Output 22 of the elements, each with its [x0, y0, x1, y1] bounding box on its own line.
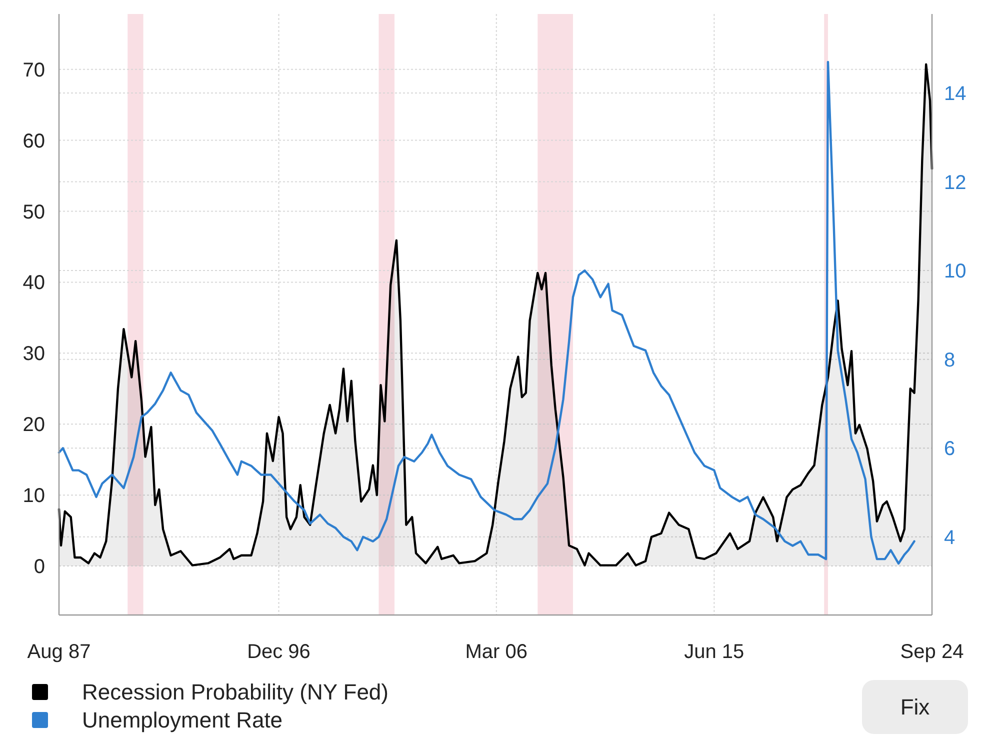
y-tick-label: 30 [22, 343, 45, 366]
legend-label: Unemployment Rate [82, 708, 283, 733]
x-tick-label: Mar 06 [465, 641, 528, 663]
legend-label: Recession Probability (NY Fed) [82, 680, 388, 705]
fix-button: Fix [862, 680, 968, 734]
y-tick-label: 60 [22, 130, 45, 152]
y2-tick-label: 10 [944, 260, 966, 283]
x-tick-label: Dec 96 [247, 641, 310, 663]
y-tick-label: 50 [22, 201, 45, 224]
y2-tick-label: 12 [944, 172, 966, 194]
y-tick-label: 10 [22, 485, 45, 508]
y-tick-label: 70 [22, 59, 45, 82]
y-tick-label: 40 [22, 272, 45, 294]
y2-tick-label: 14 [944, 83, 966, 106]
x-tick-label: Aug 87 [27, 641, 91, 663]
y-tick-label: 20 [22, 414, 45, 436]
y-tick-label: 0 [34, 556, 45, 578]
x-tick-label: Sep 24 [900, 641, 964, 663]
x-tick-label: Jun 15 [684, 641, 744, 663]
y2-tick-label: 6 [944, 438, 956, 460]
y2-tick-label: 4 [944, 526, 956, 549]
y2-tick-label: 8 [944, 349, 956, 372]
